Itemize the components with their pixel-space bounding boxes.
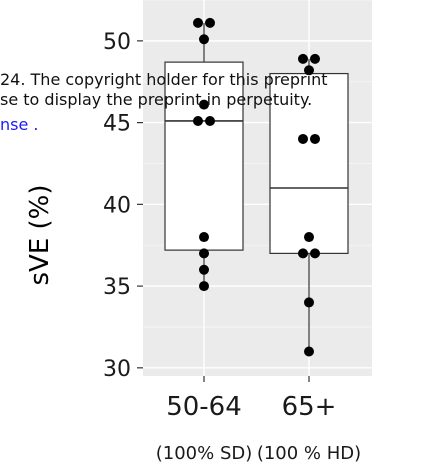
data-points — [193, 17, 320, 357]
data-point — [298, 53, 308, 64]
data-point — [298, 133, 308, 144]
data-point — [298, 248, 308, 259]
data-point — [193, 17, 203, 28]
watermark-line-2: se to display the preprint in perpetuity… — [0, 90, 312, 109]
y-tick-label: 40 — [103, 193, 131, 218]
y-tick-label: 30 — [103, 357, 131, 382]
y-tick-label: 50 — [103, 30, 131, 55]
data-point — [199, 99, 209, 110]
y-tick-label: 35 — [103, 275, 131, 300]
x-tick-label: 65+ — [282, 392, 337, 422]
data-point — [304, 346, 314, 357]
data-point — [205, 115, 215, 126]
data-point — [304, 65, 314, 76]
data-point — [199, 34, 209, 45]
data-point — [205, 17, 215, 28]
x-tick-label: 50-64 — [166, 392, 242, 422]
x-sub-label: (100% SD) — [156, 443, 253, 464]
data-point — [199, 281, 209, 292]
data-point — [310, 248, 320, 259]
box-65+ — [269, 72, 349, 254]
x-sub-label: (100 % HD) — [257, 443, 361, 464]
data-point — [310, 53, 320, 64]
data-point — [304, 232, 314, 243]
x-axis: 50-64 (100% SD) 65+ (100 % HD) — [156, 376, 361, 464]
data-point — [193, 115, 203, 126]
data-point — [199, 232, 209, 243]
y-tick-label: 45 — [103, 112, 131, 137]
watermark-line-1: 24. The copyright holder for this prepri… — [0, 70, 328, 89]
data-point — [310, 133, 320, 144]
watermark-line-3[interactable]: nse . — [0, 115, 39, 134]
y-axis: 30 35 40 45 50 — [103, 30, 143, 382]
box-50-64 — [164, 61, 244, 251]
data-point — [199, 248, 209, 259]
data-point — [199, 264, 209, 275]
data-point — [304, 297, 314, 308]
preprint-watermark: 24. The copyright holder for this prepri… — [0, 70, 328, 134]
y-axis-title: sVE (%) — [25, 184, 55, 285]
